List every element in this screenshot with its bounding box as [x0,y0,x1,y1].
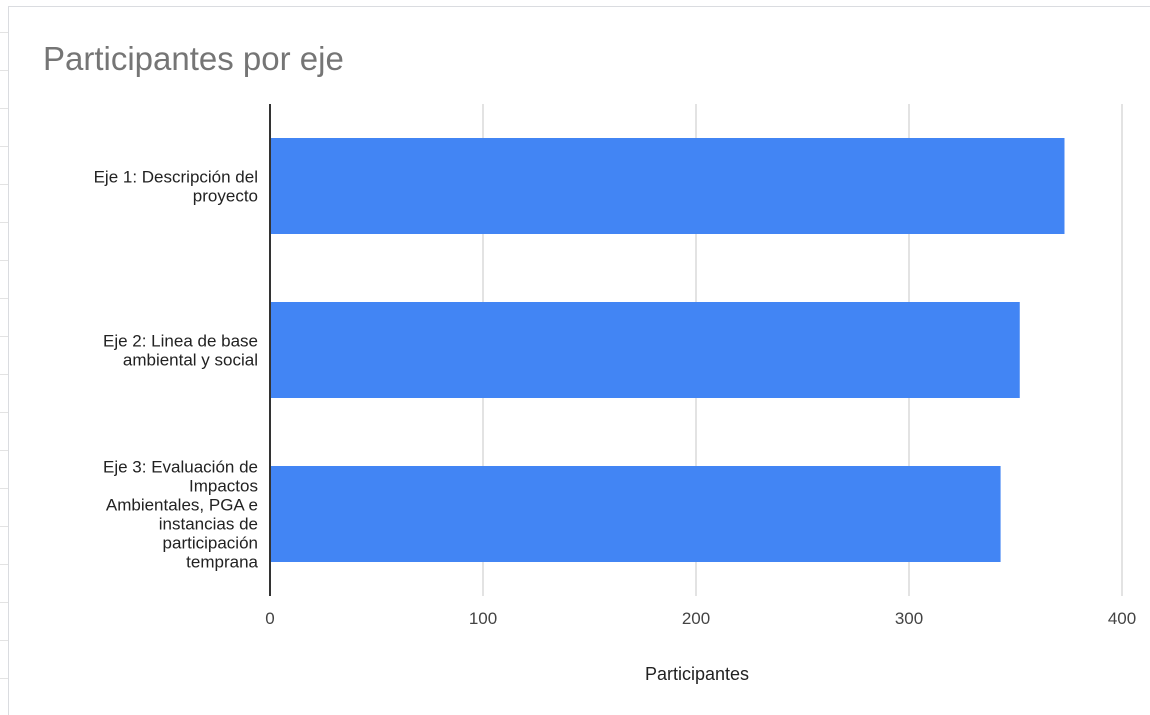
category-label-line: participación [163,534,258,553]
category-label-line: proyecto [193,187,258,206]
x-tick-labels: 0 100 200 300 400 [265,609,1136,628]
x-tick-label: 300 [895,609,923,628]
category-label-2: Eje 2: Linea de base ambiental y social [103,332,258,370]
category-labels: Eje 1: Descripción del proyecto Eje 2: Lin… [94,168,259,572]
category-label-line: temprana [186,553,258,572]
x-tick-label: 0 [265,609,274,628]
category-label-line: Impactos [189,477,258,496]
category-label-line: Eje 1: Descripción del [94,168,258,187]
x-axis-title: Participantes [645,664,749,684]
bar-2 [270,302,1020,398]
x-tick-label: 100 [469,609,497,628]
x-tick-label: 400 [1108,609,1136,628]
x-tick-label: 200 [682,609,710,628]
category-label-3: Eje 3: Evaluación de Impactos Ambientales,… [103,458,259,572]
spreadsheet-row-edge [0,0,9,715]
category-label-line: Eje 2: Linea de base [103,332,258,351]
bars [270,138,1065,562]
category-label-1: Eje 1: Descripción del proyecto [94,168,258,206]
category-label-line: Ambientales, PGA e [106,496,258,515]
bar-1 [270,138,1065,234]
category-label-line: ambiental y social [123,351,258,370]
bar-3 [270,466,1001,562]
category-label-line: Eje 3: Evaluación de [103,458,258,477]
category-label-line: instancias de [159,515,258,534]
chart-title: Participantes por eje [43,40,344,77]
spreadsheet-column-edge [8,0,1150,7]
